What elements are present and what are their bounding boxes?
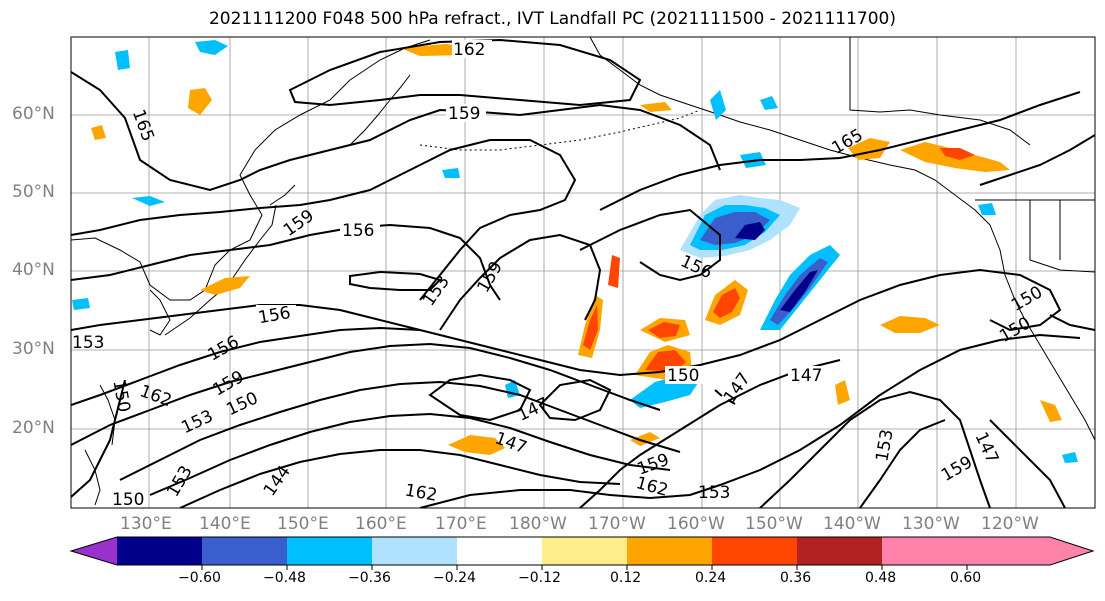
- coastlines: [71, 37, 1095, 506]
- lon-label: 130°E: [120, 514, 172, 534]
- colorbar-tick-label: −0.36: [348, 570, 391, 586]
- colorbar-extend-low: [71, 537, 117, 565]
- lon-label: 120°W: [981, 514, 1039, 534]
- colorbar-tick-label: 0.60: [950, 570, 982, 586]
- lon-label: 180°W: [509, 514, 567, 534]
- colorbar-segment: [372, 537, 457, 565]
- colorbar-tick-label: −0.24: [433, 570, 476, 586]
- map-frame: 162 159 165 165 159 156 153 159 156 156 …: [70, 36, 1096, 510]
- colorbar-extend-high: [967, 537, 1093, 565]
- lon-label: 150°W: [745, 514, 803, 534]
- shaded-anomalies: [72, 40, 1078, 463]
- colorbar-segment: [712, 537, 797, 565]
- lon-label: 170°E: [435, 514, 487, 534]
- height-contours: [71, 38, 1095, 508]
- lon-label: 150°E: [277, 514, 329, 534]
- colorbar-tick-label: 0.36: [780, 570, 812, 586]
- colorbar-tick-label: 0.12: [610, 570, 642, 586]
- lat-label: 50°N: [12, 182, 55, 202]
- lon-label: 170°W: [588, 514, 646, 534]
- colorbar-tick-label: 0.48: [865, 570, 897, 586]
- colorbar-segment: [882, 537, 967, 565]
- lat-label: 20°N: [12, 418, 55, 438]
- colorbar-tick-label: −0.60: [178, 570, 221, 586]
- colorbar: [69, 536, 1095, 570]
- colorbar-segment: [117, 537, 202, 565]
- lon-label: 160°W: [667, 514, 725, 534]
- lon-label: 130°W: [902, 514, 960, 534]
- lat-label: 60°N: [12, 104, 55, 124]
- lat-label: 40°N: [12, 260, 55, 280]
- contour-label: 159: [448, 104, 480, 124]
- colorbar-segment: [457, 537, 542, 565]
- colorbar-segment: [542, 537, 627, 565]
- contour-label: 162: [453, 40, 485, 60]
- lat-label: 30°N: [12, 339, 55, 359]
- contour-label: 147: [790, 366, 822, 386]
- contour-label: 156: [342, 221, 374, 241]
- lon-label: 160°E: [355, 514, 407, 534]
- colorbar-segment: [797, 537, 882, 565]
- contour-label: 150: [667, 366, 699, 386]
- colorbar-segment: [627, 537, 712, 565]
- colorbar-tick-label: −0.12: [518, 570, 561, 586]
- colorbar-segment: [287, 537, 372, 565]
- contour-label: 150: [112, 490, 144, 510]
- colorbar-segment: [202, 537, 287, 565]
- lon-label: 140°E: [199, 514, 251, 534]
- map-title: 2021111200 F048 500 hPa refract., IVT La…: [208, 9, 896, 29]
- contour-label: 153: [72, 333, 104, 353]
- lon-label: 140°W: [823, 514, 881, 534]
- contour-label: 153: [698, 483, 730, 503]
- colorbar-tick-label: −0.48: [263, 570, 306, 586]
- colorbar-tick-label: 0.24: [695, 570, 727, 586]
